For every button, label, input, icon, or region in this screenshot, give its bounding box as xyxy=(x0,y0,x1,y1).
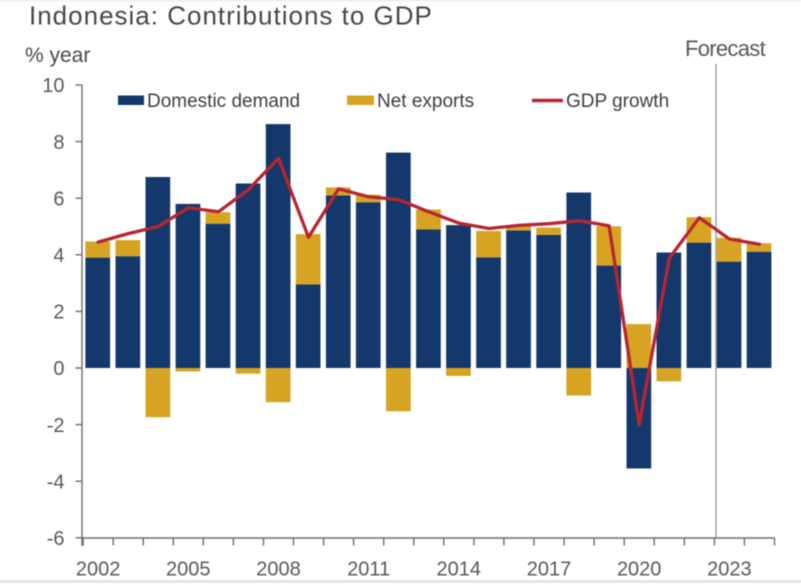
svg-text:2023: 2023 xyxy=(707,559,752,581)
svg-text:GDP growth: GDP growth xyxy=(566,91,669,112)
svg-text:2020: 2020 xyxy=(617,559,662,581)
svg-text:2011: 2011 xyxy=(347,559,390,581)
svg-text:0: 0 xyxy=(53,358,64,380)
svg-text:2008: 2008 xyxy=(256,559,301,581)
svg-text:2005: 2005 xyxy=(166,559,211,581)
svg-text:8: 8 xyxy=(53,132,64,154)
svg-text:-4: -4 xyxy=(47,471,65,493)
svg-text:Indonesia: Contributions to GD: Indonesia: Contributions to GDP xyxy=(29,1,433,31)
svg-text:2014: 2014 xyxy=(437,559,482,581)
svg-text:2017: 2017 xyxy=(527,559,572,581)
svg-text:4: 4 xyxy=(53,245,64,267)
svg-text:-2: -2 xyxy=(47,415,65,437)
svg-text:2002: 2002 xyxy=(76,559,121,581)
svg-text:Domestic demand: Domestic demand xyxy=(147,91,300,112)
svg-text:% year: % year xyxy=(25,44,90,67)
svg-text:Net exports: Net exports xyxy=(377,91,474,112)
svg-text:2: 2 xyxy=(53,302,64,324)
svg-text:10: 10 xyxy=(42,75,64,97)
svg-text:6: 6 xyxy=(53,188,64,210)
svg-text:-6: -6 xyxy=(47,528,65,550)
svg-text:Forecast: Forecast xyxy=(685,36,766,61)
